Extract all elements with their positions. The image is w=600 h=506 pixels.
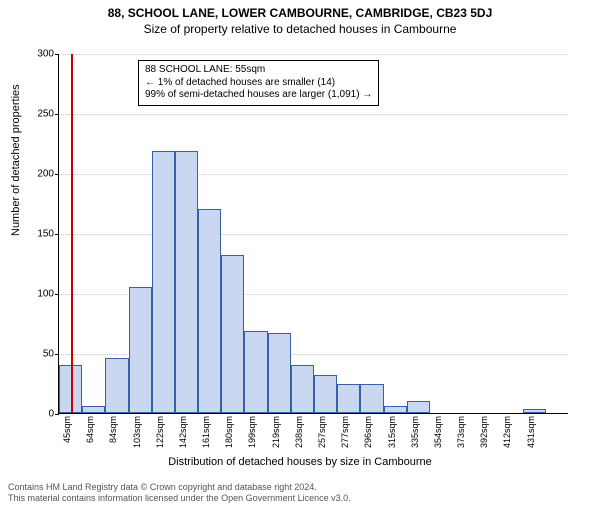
ytick-label: 0 bbox=[24, 409, 54, 420]
ytick-label: 150 bbox=[24, 229, 54, 240]
xtick-label: 161sqm bbox=[201, 416, 211, 448]
xtick-label: 238sqm bbox=[294, 416, 304, 448]
histogram-bar bbox=[314, 375, 337, 413]
histogram-bar bbox=[175, 151, 198, 413]
xtick-label: 45sqm bbox=[62, 416, 72, 443]
xtick-label: 257sqm bbox=[317, 416, 327, 448]
histogram-bar bbox=[129, 287, 152, 413]
histogram-bar bbox=[244, 331, 267, 413]
info-line-3: 99% of semi-detached houses are larger (… bbox=[145, 89, 372, 102]
xtick-label: 84sqm bbox=[108, 416, 118, 443]
marker-line bbox=[71, 54, 73, 413]
info-line-2: ← 1% of detached houses are smaller (14) bbox=[145, 77, 372, 90]
page-title: 88, SCHOOL LANE, LOWER CAMBOURNE, CAMBRI… bbox=[0, 6, 600, 20]
histogram-bar bbox=[221, 255, 244, 413]
ytick-label: 250 bbox=[24, 109, 54, 120]
gridline bbox=[59, 174, 568, 175]
histogram-bar bbox=[384, 406, 407, 413]
footer-line-1: Contains HM Land Registry data © Crown c… bbox=[8, 482, 351, 493]
ytick-mark bbox=[55, 414, 59, 415]
chart-area: 88 SCHOOL LANE: 55sqm ← 1% of detached h… bbox=[58, 54, 568, 414]
ytick-label: 50 bbox=[24, 349, 54, 360]
ytick-mark bbox=[55, 54, 59, 55]
xtick-label: 64sqm bbox=[85, 416, 95, 443]
ytick-mark bbox=[55, 234, 59, 235]
info-line-1: 88 SCHOOL LANE: 55sqm bbox=[145, 64, 372, 77]
histogram-bar bbox=[360, 384, 383, 413]
ytick-label: 300 bbox=[24, 49, 54, 60]
histogram-bar bbox=[268, 333, 291, 413]
gridline bbox=[59, 114, 568, 115]
histogram-bar bbox=[337, 384, 360, 413]
histogram-bar bbox=[152, 151, 175, 413]
histogram-bar bbox=[407, 401, 430, 413]
ytick-mark bbox=[55, 174, 59, 175]
footer: Contains HM Land Registry data © Crown c… bbox=[8, 482, 351, 504]
histogram-bar bbox=[105, 358, 128, 413]
xtick-label: 296sqm bbox=[363, 416, 373, 448]
histogram-bar bbox=[291, 365, 314, 413]
histogram-bar bbox=[198, 209, 221, 413]
info-box: 88 SCHOOL LANE: 55sqm ← 1% of detached h… bbox=[138, 60, 379, 106]
plot-region bbox=[58, 54, 568, 414]
ytick-label: 100 bbox=[24, 289, 54, 300]
xtick-label: 219sqm bbox=[271, 416, 281, 448]
xtick-label: 373sqm bbox=[456, 416, 466, 448]
ytick-mark bbox=[55, 114, 59, 115]
footer-line-2: This material contains information licen… bbox=[8, 493, 351, 504]
histogram-bar bbox=[523, 409, 546, 413]
gridline bbox=[59, 54, 568, 55]
xtick-label: 392sqm bbox=[479, 416, 489, 448]
xtick-label: 122sqm bbox=[155, 416, 165, 448]
xtick-label: 431sqm bbox=[526, 416, 536, 448]
xtick-label: 335sqm bbox=[410, 416, 420, 448]
ytick-mark bbox=[55, 354, 59, 355]
y-axis-label: Number of detached properties bbox=[10, 84, 22, 236]
xtick-label: 412sqm bbox=[502, 416, 512, 448]
x-axis-label: Distribution of detached houses by size … bbox=[0, 456, 600, 468]
gridline bbox=[59, 234, 568, 235]
xtick-label: 277sqm bbox=[340, 416, 350, 448]
xtick-label: 354sqm bbox=[433, 416, 443, 448]
xtick-label: 103sqm bbox=[132, 416, 142, 448]
histogram-bar bbox=[82, 406, 105, 413]
ytick-label: 200 bbox=[24, 169, 54, 180]
xtick-label: 142sqm bbox=[178, 416, 188, 448]
xtick-label: 315sqm bbox=[387, 416, 397, 448]
ytick-mark bbox=[55, 294, 59, 295]
xtick-label: 199sqm bbox=[247, 416, 257, 448]
page-subtitle: Size of property relative to detached ho… bbox=[0, 22, 600, 36]
xtick-label: 180sqm bbox=[224, 416, 234, 448]
